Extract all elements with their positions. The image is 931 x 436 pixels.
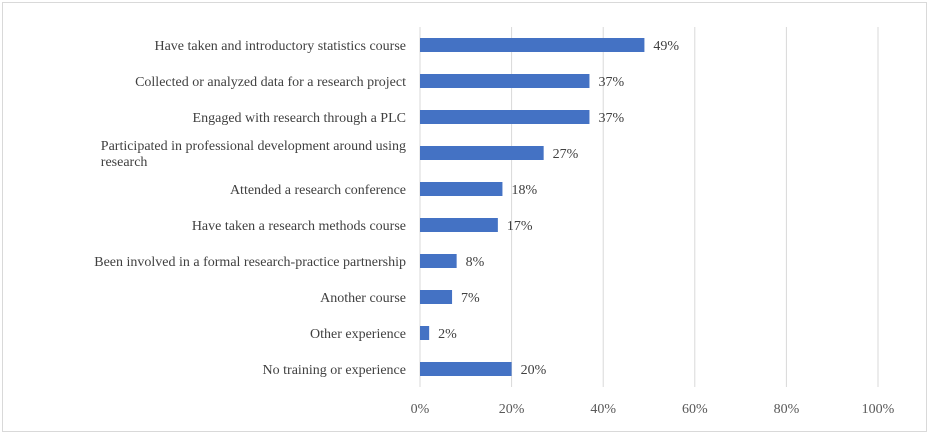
category-label: Engaged with research through a PLC	[193, 111, 406, 126]
bar	[420, 38, 645, 52]
x-tick-label: 60%	[682, 402, 708, 417]
bars	[420, 38, 645, 376]
bar	[420, 74, 590, 88]
category-label: Other experience	[310, 327, 406, 342]
data-label: 7%	[461, 291, 480, 306]
data-label: 37%	[598, 75, 624, 90]
data-label: 37%	[598, 111, 624, 126]
data-label: 8%	[466, 255, 485, 270]
bar	[420, 290, 453, 304]
bar	[420, 362, 512, 376]
category-label: Been involved in a formal research-pract…	[94, 255, 406, 270]
category-label: No training or experience	[263, 363, 406, 378]
data-label: 49%	[653, 39, 679, 54]
category-label: Attended a research conference	[230, 183, 406, 198]
category-label: Another course	[320, 291, 406, 306]
data-label: 27%	[553, 147, 579, 162]
data-label: 18%	[511, 183, 537, 198]
category-label: Have taken a research methods course	[192, 219, 406, 234]
value-labels: 49% 37% 37% 27% 18% 17% 8% 7% 2% 20%	[438, 39, 679, 378]
bar	[420, 254, 457, 268]
data-label: 2%	[438, 327, 457, 342]
category-label: Participated in professional development…	[101, 139, 406, 170]
x-tick-label: 40%	[590, 402, 616, 417]
x-tick-label: 0%	[411, 402, 430, 417]
x-tick-label: 20%	[499, 402, 525, 417]
category-label: Collected or analyzed data for a researc…	[135, 75, 406, 90]
bar	[420, 110, 590, 124]
chart-frame	[2, 2, 927, 432]
bar	[420, 326, 430, 340]
x-tick-label: 100%	[862, 402, 895, 417]
data-label: 20%	[521, 363, 547, 378]
bar	[420, 218, 498, 232]
bar	[420, 146, 544, 160]
bar	[420, 182, 503, 196]
x-tick-label: 80%	[774, 402, 800, 417]
category-labels: Have taken and introductory statistics c…	[94, 39, 406, 378]
x-axis-tick-labels: 0% 20% 40% 60% 80% 100%	[411, 402, 895, 417]
data-label: 17%	[507, 219, 533, 234]
category-label: Have taken and introductory statistics c…	[154, 39, 406, 54]
